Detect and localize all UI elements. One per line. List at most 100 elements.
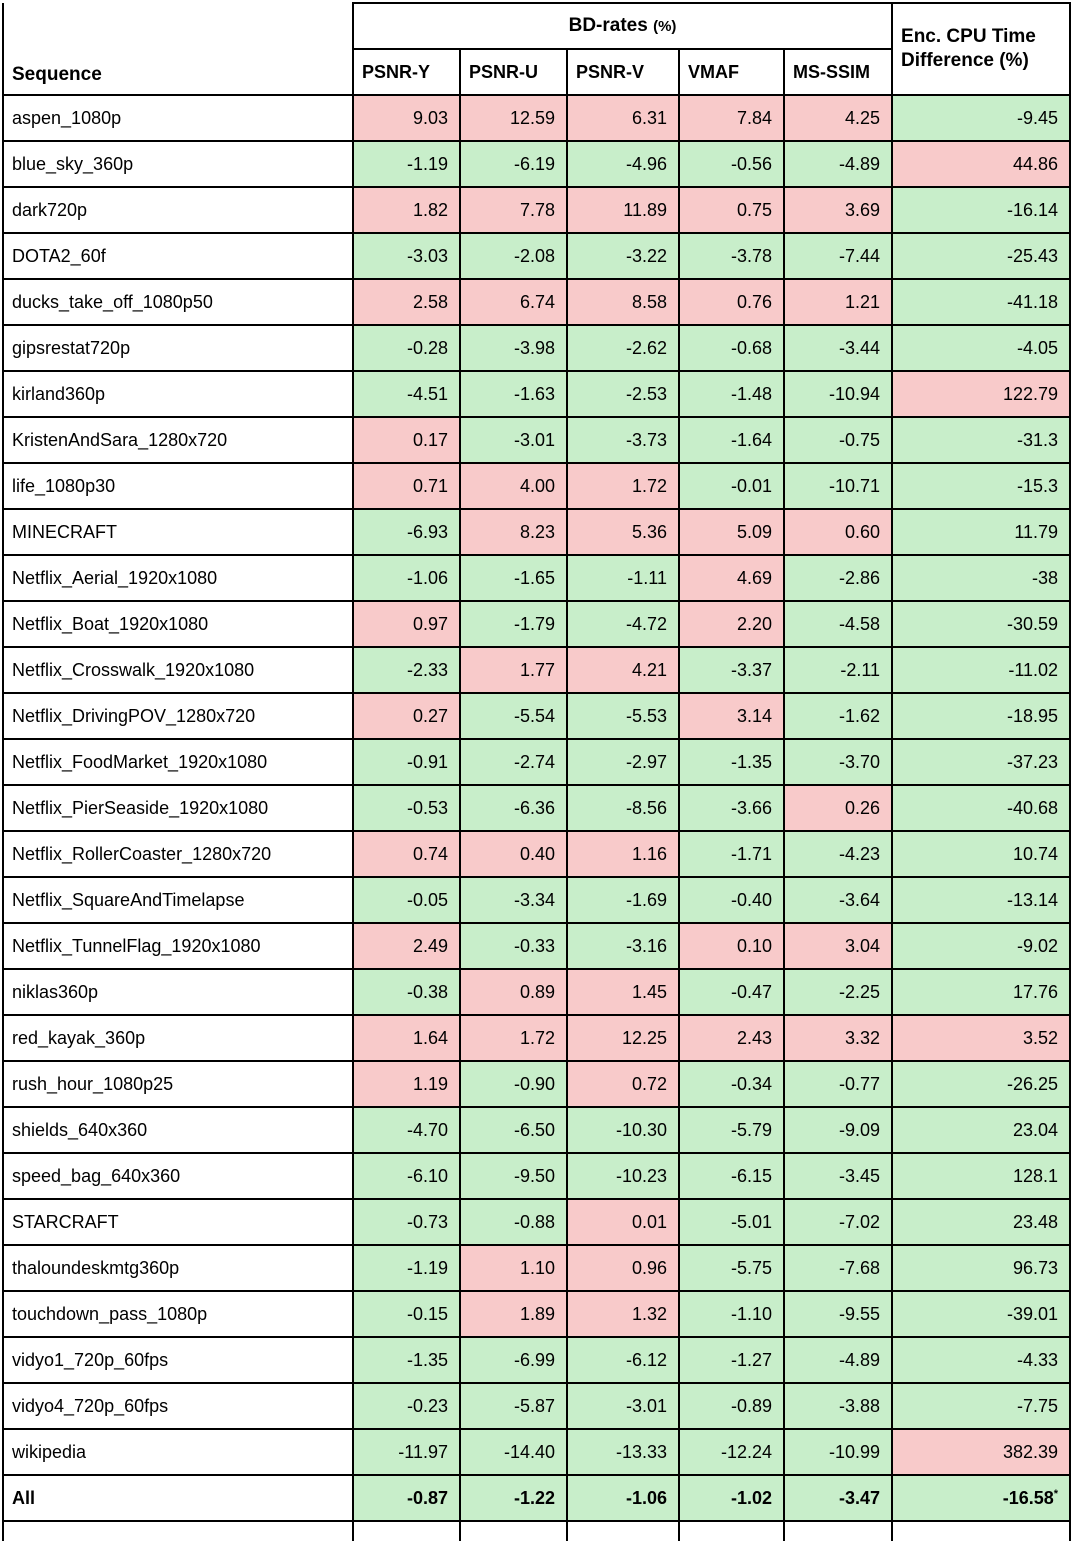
bd-rate-value: -7.68 [782,1244,894,1292]
bd-rate-value: -1.19 [352,140,461,188]
sequence-name: Netflix_SquareAndTimelapse [2,876,354,924]
cpu-time-value: -11.02 [891,646,1071,694]
bd-rate-value: 0.10 [678,922,785,970]
cpu-time-value: 17.76 [891,968,1071,1016]
bd-rate-value: 1.82 [352,186,461,234]
bd-rate-value: -4.89 [782,1336,894,1384]
cpu-time-value: 44.86 [891,140,1071,188]
bd-rate-value: -3.34 [459,876,568,924]
bd-rate-value: 1.21 [782,278,894,326]
table-row: life_1080p30 0.71 4.00 1.72 -0.01 -10.71 -15.3 [2,462,1071,510]
bd-rate-value: 2.49 [352,922,461,970]
bd-rate-value: 3.32 [782,1014,894,1062]
table-row: ducks_take_off_1080p50 2.58 6.74 8.58 0.76 1.… [2,278,1071,326]
table-row: blue_sky_360p -1.19 -6.19 -4.96 -0.56 -4.89 44… [2,140,1071,188]
bd-rate-value: -5.79 [678,1106,785,1154]
bd-rate-value: 0.75 [678,186,785,234]
cpu-time-value: -37.23 [891,738,1071,786]
bd-rate-value: -3.70 [782,738,894,786]
bd-rate-value: 4.25 [782,94,894,142]
bd-rate-value: -0.68 [678,324,785,372]
bd-rate-value: 0.40 [459,830,568,878]
bd-rate-value: -3.66 [678,784,785,832]
bd-rate-value: -3.01 [459,416,568,464]
bd-rate-value: 1.64 [352,1014,461,1062]
bd-rate-value: 11.89 [566,186,680,234]
bd-rate-value: -1.48 [678,370,785,418]
bd-rate-value: -1.69 [566,876,680,924]
bd-rate-value: -10.71 [782,462,894,510]
cpu-time-value: -26.25 [891,1060,1071,1108]
cpu-time-value: -9.02 [891,922,1071,970]
bd-rate-value: -0.38 [352,968,461,1016]
cpu-time-value: -39.01 [891,1290,1071,1338]
bd-rate-value: -4.96 [566,140,680,188]
bd-rate-value: -3.88 [782,1382,894,1430]
col-header-vmaf: VMAF [678,48,785,96]
cpu-time-value: -38 [891,554,1071,602]
bd-rate-value: -3.37 [678,646,785,694]
sequence-name: Netflix_PierSeaside_1920x1080 [2,784,354,832]
table-row: Netflix_Boat_1920x1080 0.97 -1.79 -4.72 2.20… [2,600,1071,648]
bd-rate-value: 8.23 [459,508,568,556]
bd-rate-value: 0.27 [352,692,461,740]
sequence-name: ducks_take_off_1080p50 [2,278,354,326]
sequence-name: gipsrestat720p [2,324,354,372]
bd-rate-value: 12.25 [566,1014,680,1062]
table-row: thaloundeskmtg360p -1.19 1.10 0.96 -5.75 -7.6… [2,1244,1071,1292]
bd-rate-value: 8.58 [566,278,680,326]
bd-rate-value: 1.77 [459,646,568,694]
sequence-name: DOTA2_60f [2,232,354,280]
bd-rate-value: -6.93 [352,508,461,556]
bd-rate-value: -12.24 [678,1428,785,1476]
sequence-name: Netflix_TunnelFlag_1920x1080 [2,922,354,970]
cpu-time-value: -13.14 [891,876,1071,924]
sequence-name: All [2,1474,354,1522]
bd-rate-value: 2.43 [678,1014,785,1062]
bd-rate-value: -2.11 [782,646,894,694]
bd-rate-value: -7.44 [782,232,894,280]
bd-rate-value: -0.56 [678,140,785,188]
cpu-time-value: -40.68 [891,784,1071,832]
bd-rate-value: -2.74 [459,738,568,786]
table-body: aspen_1080p 9.03 12.59 6.31 7.84 4.25 -9.45 blu… [2,94,1071,1541]
bd-rate-value: 3.69 [782,186,894,234]
bd-rate-value: -3.16 [566,922,680,970]
sequence-name: KristenAndSara_1280x720 [2,416,354,464]
bd-rate-value: -1.11 [566,554,680,602]
sequence-name: life_1080p30 [2,462,354,510]
cpu-time-value: -16.58* [891,1474,1071,1522]
empty-cell [352,1520,461,1541]
cpu-time-value: 96.73 [891,1244,1071,1292]
bd-rate-value: -3.78 [678,232,785,280]
bd-rate-value: -0.05 [352,876,461,924]
sequence-name: Netflix_Boat_1920x1080 [2,600,354,648]
bd-rate-value: 6.74 [459,278,568,326]
bd-rate-value: -1.65 [459,554,568,602]
bd-rate-value: -11.97 [352,1428,461,1476]
bd-rate-value: -10.94 [782,370,894,418]
cpu-time-value: -4.33 [891,1336,1071,1384]
bd-rate-value: -5.53 [566,692,680,740]
bd-rate-value: 0.60 [782,508,894,556]
sequence-name: Netflix_Aerial_1920x1080 [2,554,354,602]
bd-rate-value: 1.32 [566,1290,680,1338]
bd-rate-value: -1.27 [678,1336,785,1384]
bd-rate-value: 1.16 [566,830,680,878]
cpu-time-value: 23.48 [891,1198,1071,1246]
sequence-name: red_kayak_360p [2,1014,354,1062]
bd-rate-value: -1.64 [678,416,785,464]
bd-rate-value: -1.06 [352,554,461,602]
table-row: kirland360p -4.51 -1.63 -2.53 -1.48 -10.94 122… [2,370,1071,418]
bd-rate-value: 0.89 [459,968,568,1016]
sequence-name: aspen_1080p [2,94,354,142]
cpu-time-value: -18.95 [891,692,1071,740]
bd-rate-value: -2.53 [566,370,680,418]
bd-rate-value: 3.14 [678,692,785,740]
bd-rate-value: -6.15 [678,1152,785,1200]
sequence-name: Netflix_DrivingPOV_1280x720 [2,692,354,740]
bd-rate-value: -0.73 [352,1198,461,1246]
bd-rate-value: -14.40 [459,1428,568,1476]
bd-rate-value: 0.96 [566,1244,680,1292]
bd-rate-value: 4.00 [459,462,568,510]
